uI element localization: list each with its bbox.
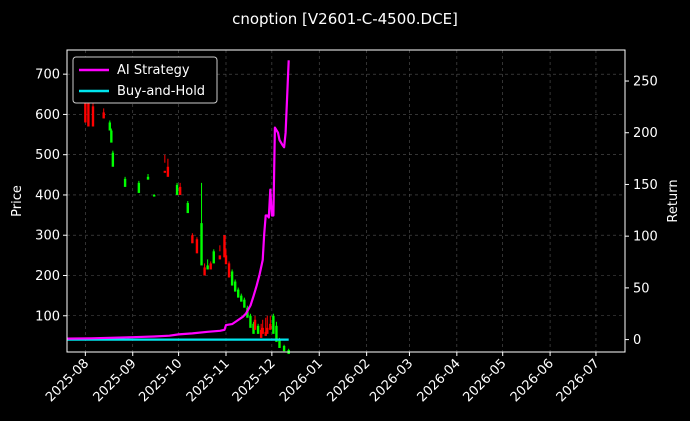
y-tick-label: 300: [35, 229, 60, 244]
grid: [67, 50, 625, 352]
candle-body: [261, 327, 264, 334]
candle-body: [259, 329, 263, 338]
candle-body: [91, 106, 95, 127]
candle-body: [237, 289, 240, 298]
candle-body: [227, 263, 231, 278]
candle-body: [186, 203, 189, 214]
y-axis-right: 0 50 100 150 200 250: [625, 75, 658, 348]
candle-body: [256, 325, 260, 334]
y-tick-label: 400: [35, 188, 60, 203]
candle-body: [84, 98, 87, 123]
legend-label-ai-strategy: AI Strategy: [117, 63, 190, 78]
candle-body: [218, 255, 222, 260]
y2-tick-label: 150: [633, 178, 658, 193]
candle-body: [243, 299, 246, 308]
y2-tick-label: 250: [633, 75, 658, 90]
candle-body: [137, 182, 141, 193]
y2-axis-label: Return: [666, 179, 681, 222]
candle-body: [264, 331, 267, 336]
candle-body: [110, 130, 113, 143]
series-line-ai-strategy: [66, 60, 290, 340]
candle-body: [191, 235, 194, 244]
candle-body: [275, 325, 278, 342]
y2-tick-label: 0: [633, 333, 641, 348]
candle-body: [269, 323, 272, 330]
candle-body: [209, 263, 212, 270]
y-axis-label: Price: [10, 185, 25, 217]
candle-body: [230, 271, 234, 286]
candle-body: [266, 327, 269, 334]
candle-body: [111, 152, 115, 167]
candle-body: [87, 94, 90, 127]
candle-body: [166, 166, 170, 177]
candle-body: [178, 186, 182, 195]
candle-body: [175, 184, 179, 195]
candle-body: [102, 112, 105, 119]
candle-body: [206, 265, 209, 270]
candle-body: [233, 281, 237, 292]
candle-body: [108, 122, 112, 131]
legend-label-buy-and-hold: Buy-and-Hold: [117, 84, 205, 99]
candle-body: [282, 345, 286, 352]
candle-body: [249, 315, 252, 328]
plot-frame: [66, 49, 626, 353]
candle-body: [200, 223, 203, 266]
y2-tick-label: 200: [633, 126, 658, 141]
candle-body: [240, 295, 243, 302]
candle-body: [253, 319, 257, 330]
candle-body: [123, 178, 127, 187]
candle-body: [272, 315, 275, 334]
candle-body: [224, 255, 228, 265]
candle-body: [203, 267, 206, 276]
candle-body: [278, 339, 281, 348]
y-axis-left: 100 200 300 400 500 600 700: [35, 68, 67, 324]
y2-tick-label: 100: [633, 230, 658, 245]
y2-tick-label: 50: [633, 281, 650, 296]
y-tick-label: 500: [35, 148, 60, 163]
candle-body: [152, 194, 156, 197]
series-lines: [66, 60, 290, 341]
candlesticks: [84, 90, 290, 355]
candle-body: [146, 176, 150, 180]
y-tick-label: 700: [35, 68, 60, 83]
candle-body: [223, 235, 226, 258]
y-tick-label: 100: [35, 309, 60, 324]
y-tick-label: 600: [35, 108, 60, 123]
chart-title: cnoption [V2601-C-4500.DCE]: [232, 10, 458, 28]
legend: AI Strategy Buy-and-Hold: [72, 56, 218, 104]
candle-body: [195, 239, 199, 254]
y-tick-label: 200: [35, 269, 60, 284]
candle-body: [212, 251, 215, 264]
candle-body: [252, 323, 255, 334]
candle-body: [163, 170, 167, 173]
